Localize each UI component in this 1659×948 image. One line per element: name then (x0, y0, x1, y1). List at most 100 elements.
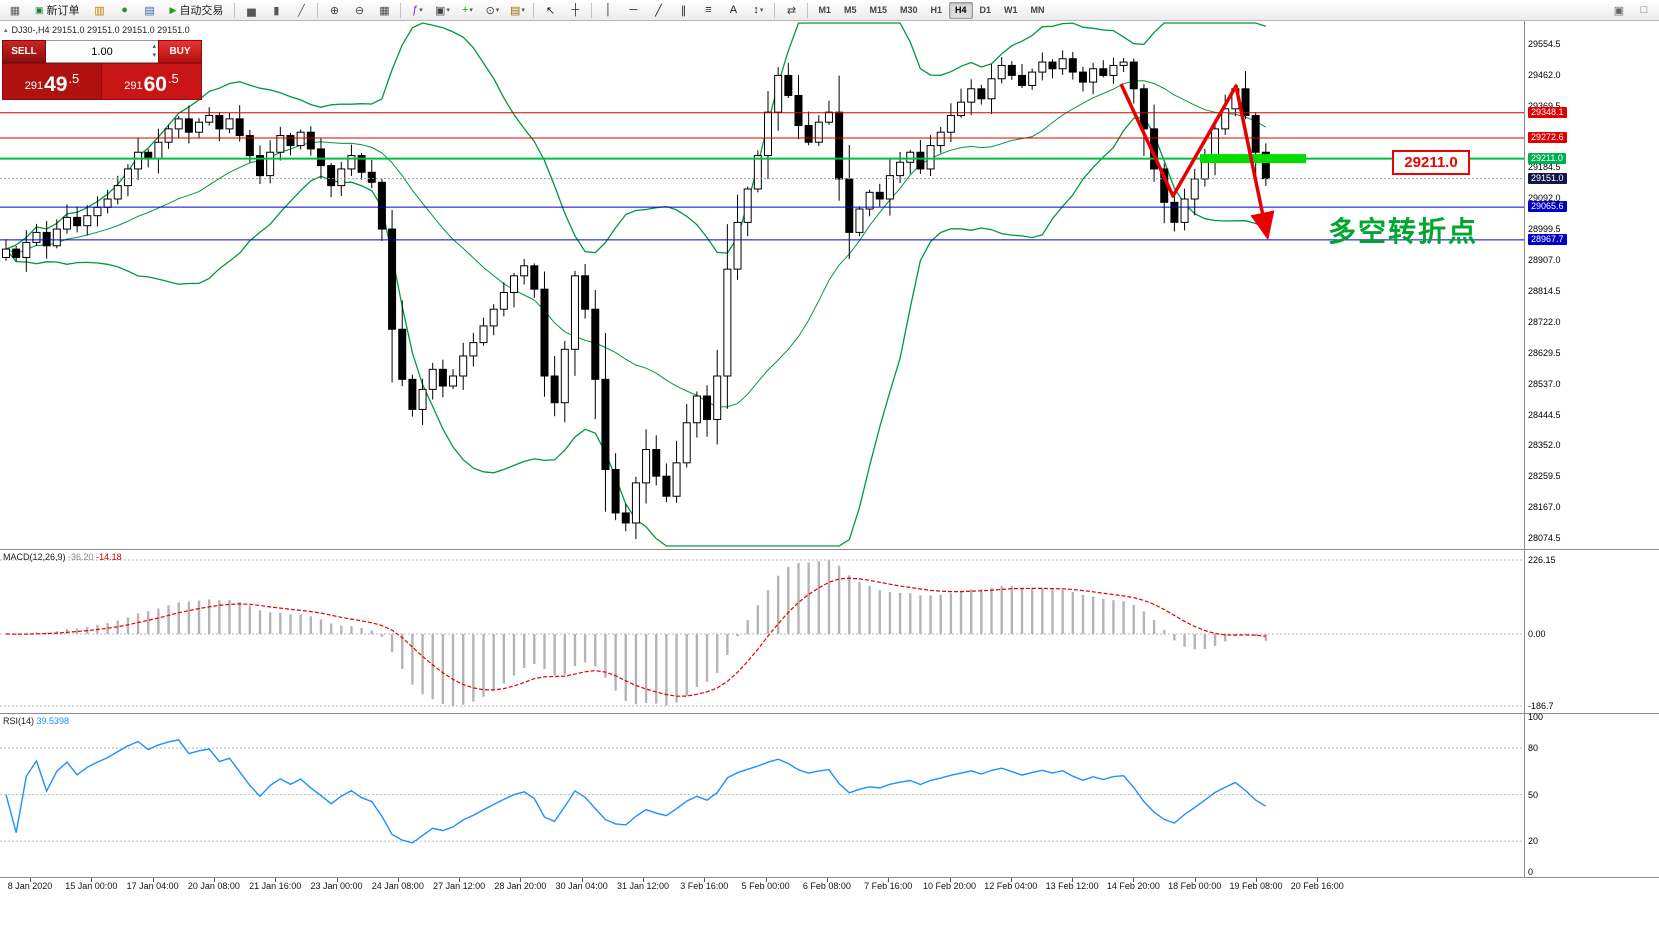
horizontal-line-icon[interactable]: ─ (621, 1, 645, 20)
timeframe-button-h4[interactable]: H4 (949, 1, 973, 19)
candle-body (794, 94, 803, 127)
candle-body (936, 131, 945, 147)
cursor-icon[interactable]: ↖ (538, 1, 562, 20)
zigzag-arrow-annotation[interactable] (1119, 83, 1275, 241)
indicators-icon[interactable]: ƒ ▾ (405, 1, 429, 20)
data-window-icon[interactable]: ▤ (138, 1, 162, 20)
collapse-icon[interactable]: ▴ (4, 27, 8, 34)
tile-windows-icon[interactable]: ▦ (372, 1, 396, 20)
time-axis-label[interactable]: 20 Feb 16:00 (1290, 881, 1344, 891)
timeframe-button-m30[interactable]: M30 (899, 4, 918, 15)
time-axis-label[interactable]: 6 Feb 08:00 (802, 881, 851, 891)
time-axis-label[interactable]: 20 Jan 08:00 (187, 881, 240, 891)
time-axis-label[interactable]: 10 Feb 20:00 (922, 881, 977, 891)
candle-body (865, 191, 874, 210)
fibonacci-icon[interactable]: ≡ (696, 1, 720, 20)
new-order-button[interactable]: ▣ 新订单 (28, 1, 87, 20)
buy-price-button[interactable]: 291 60.5 (102, 63, 202, 100)
dock-icon[interactable]: ▣ (1607, 1, 1631, 20)
candle-body (692, 395, 701, 424)
chart-shift-icon[interactable]: ⇄ (779, 1, 803, 20)
toolbar-separator (591, 2, 593, 18)
time-axis-label[interactable]: 28 Jan 20:00 (494, 881, 547, 891)
price-axis-marker: 29272.6 (1528, 132, 1567, 144)
price-axis-marker: 29065.6 (1528, 201, 1567, 213)
auto-trading-button[interactable]: ▶ 自动交易 (163, 1, 231, 20)
sell-price-button[interactable]: 291 49.5 (2, 63, 102, 100)
time-axis-label[interactable]: 12 Feb 04:00 (984, 881, 1038, 891)
timeframe-button-m15[interactable]: M15 (869, 4, 887, 15)
rsi-panel-divider[interactable] (0, 713, 1659, 714)
timeframe-button-d1[interactable]: D1 (979, 4, 992, 15)
line-chart-icon[interactable]: ╱ (289, 1, 313, 20)
zoom-out-icon[interactable]: ⊖ (347, 1, 371, 20)
dropdown-arrow-icon: ▾ (759, 7, 764, 14)
period-icon: ⊙ (485, 4, 495, 17)
sell-button[interactable]: SELL (2, 40, 46, 63)
time-axis-label[interactable]: 27 Jan 12:00 (433, 881, 486, 891)
time-axis-label[interactable]: 17 Jan 04:00 (126, 881, 179, 891)
candle-body (611, 469, 620, 514)
time-axis-label[interactable]: 15 Jan 00:00 (65, 881, 118, 891)
bar-chart-icon[interactable]: ▅ (239, 1, 263, 20)
template-icon[interactable]: ▤ ▾ (505, 1, 529, 20)
channel-icon[interactable]: ∥ (671, 1, 695, 20)
vertical-line-icon: │ (605, 4, 612, 16)
time-axis-label[interactable]: 8 Jan 2020 (7, 881, 53, 891)
time-axis-label[interactable]: 23 Jan 00:00 (310, 881, 363, 891)
time-axis-tick (643, 878, 644, 882)
price-annotation-box[interactable]: 29211.0 (1392, 150, 1470, 175)
time-axis-label[interactable]: 7 Feb 16:00 (864, 881, 913, 891)
buy-price-big: 60 (143, 73, 167, 96)
market-watch-icon[interactable]: ● (113, 1, 137, 20)
time-axis-label[interactable]: 24 Jan 08:00 (371, 881, 424, 891)
arrows-icon[interactable]: ↕ ▾ (746, 1, 770, 20)
trendline-icon[interactable]: ╱ (646, 1, 670, 20)
new-chart-icon[interactable]: + ▾ (455, 1, 479, 20)
time-axis-label[interactable]: 21 Jan 16:00 (249, 881, 302, 891)
bollinger-middle-band (5, 80, 1267, 408)
time-axis-label[interactable]: 18 Feb 00:00 (1168, 881, 1222, 891)
restore-window-icon[interactable]: □ (1632, 1, 1656, 20)
zoom-in-icon[interactable]: ⊕ (322, 1, 346, 20)
macd-main-value: -36.20 (68, 552, 94, 562)
macd-caption: MACD(12,26,9) -36.20 -14.18 (3, 552, 122, 562)
volume-down-icon[interactable]: ▾ (152, 52, 156, 59)
time-axis-label[interactable]: 14 Feb 20:00 (1106, 881, 1160, 891)
time-axis-label[interactable]: 5 Feb 00:00 (741, 881, 790, 891)
time-axis-label[interactable]: 3 Feb 16:00 (680, 881, 729, 891)
price-axis[interactable] (1525, 21, 1659, 877)
period-icon[interactable]: ⊙ ▾ (480, 1, 504, 20)
crosshair-icon[interactable]: ┼ (563, 1, 587, 20)
charts-window-icon: ▥ (94, 4, 105, 17)
app-icon[interactable]: ▦ (3, 1, 27, 20)
time-axis-label[interactable]: 31 Jan 12:00 (616, 881, 670, 891)
cursor-icon: ↖ (545, 4, 556, 17)
time-axis-label[interactable]: 19 Feb 08:00 (1229, 881, 1283, 891)
candle-body (723, 268, 732, 377)
text-icon[interactable]: A (721, 1, 745, 20)
buy-button[interactable]: BUY (158, 40, 202, 63)
rsi-axis-label: 80 (1528, 743, 1539, 754)
timeframe-button-h1[interactable]: H1 (930, 4, 943, 15)
macd-panel-divider[interactable] (0, 549, 1659, 550)
timeframe-button-w1[interactable]: W1 (1004, 4, 1018, 15)
highlight-bar-annotation[interactable] (1200, 154, 1306, 164)
charts-window-icon[interactable]: ▥ (88, 1, 112, 20)
candle-body (977, 88, 986, 100)
time-axis-label[interactable]: 13 Feb 12:00 (1045, 881, 1099, 891)
toolbar-separator (774, 2, 776, 18)
timeframe-button-m1[interactable]: M1 (818, 4, 831, 15)
volume-up-icon[interactable]: ▴ (152, 43, 156, 50)
price-axis-label: 28814.5 (1528, 286, 1561, 296)
cn-text-annotation[interactable]: 多空转折点 (1328, 216, 1479, 247)
candlestick-chart-icon[interactable]: ▮ (264, 1, 288, 20)
time-axis-label[interactable]: 30 Jan 04:00 (555, 881, 608, 891)
timeframe-button-mn[interactable]: MN (1030, 4, 1045, 15)
timeframe-button-m5[interactable]: M5 (843, 4, 857, 15)
vertical-line-icon[interactable]: │ (596, 1, 620, 20)
candle-body (784, 74, 793, 96)
volume-input[interactable]: 1.00 ▴ ▾ (46, 40, 158, 63)
objects-icon[interactable]: ▣ ▾ (430, 1, 454, 20)
